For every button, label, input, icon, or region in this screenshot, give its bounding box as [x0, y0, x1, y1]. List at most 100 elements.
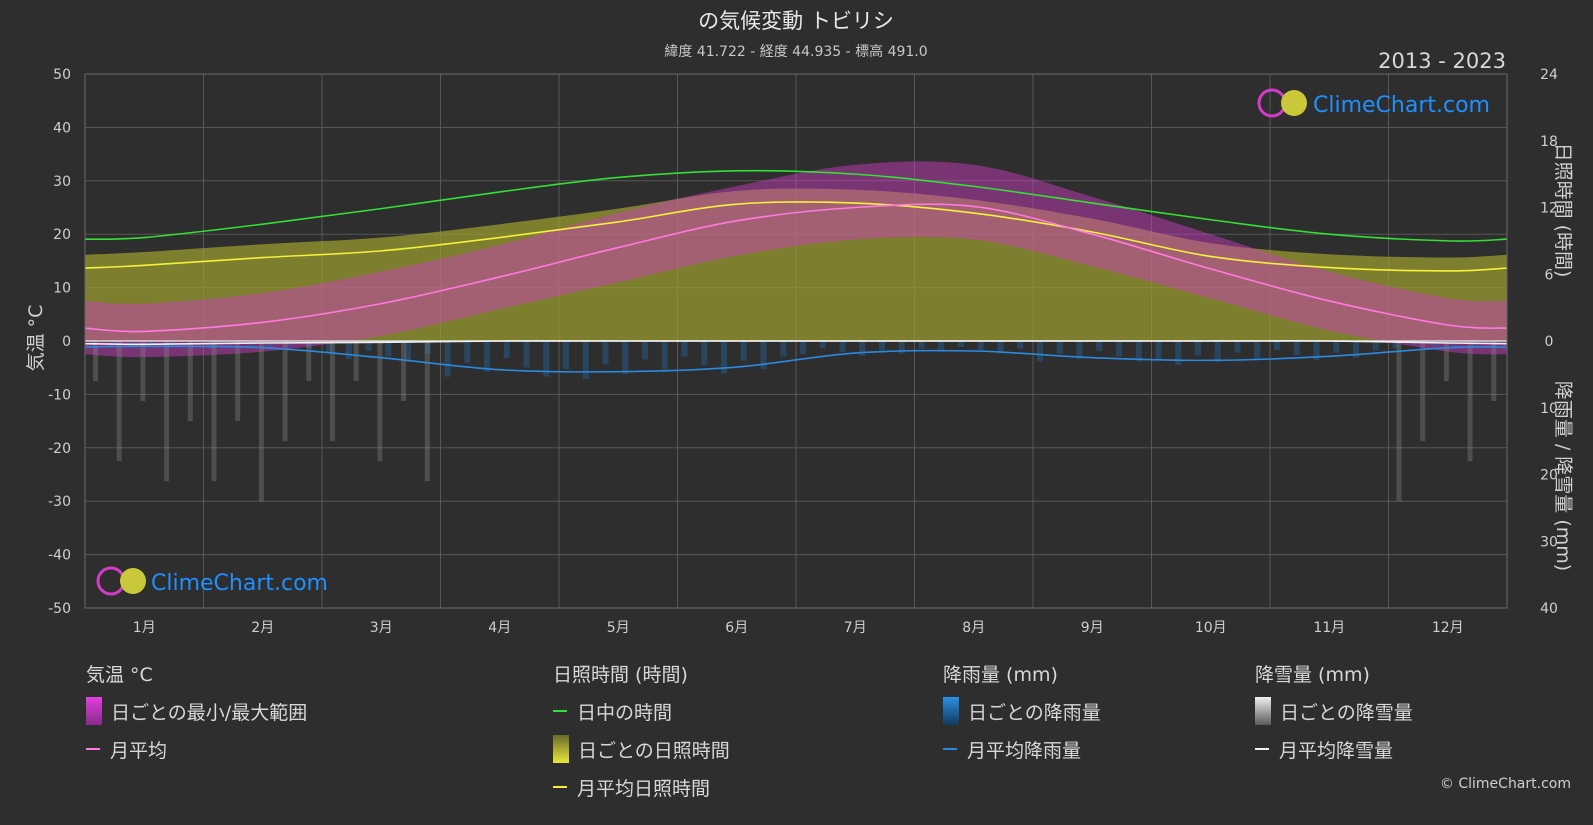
swatch-rain-avg: [943, 748, 957, 750]
month-label: 12月: [1432, 620, 1464, 636]
legend-item: 日中の時間: [553, 698, 730, 724]
rain-bar: [1293, 341, 1300, 356]
legend-label: 日ごとの降雨量: [968, 701, 1101, 724]
brand-logo-bottom: ClimeChart.com: [96, 566, 328, 596]
rain-bar: [681, 341, 688, 357]
daylight-line: [84, 169, 1508, 242]
right-bottom-tick-label: 30: [1540, 534, 1558, 550]
rain-bar: [898, 341, 905, 354]
snow-bar: [330, 341, 335, 442]
rain-bar: [1155, 341, 1162, 359]
rain-bar: [1313, 341, 1320, 361]
legend-item: 日ごとの日照時間: [553, 735, 730, 763]
rain-bar: [819, 341, 826, 349]
month-label: 6月: [725, 620, 748, 636]
legend-heading: 降雪量 (mm): [1255, 664, 1370, 686]
rain-bar: [918, 341, 925, 349]
rain-bar: [503, 341, 510, 359]
legend-label: 月平均降雪量: [1279, 739, 1394, 762]
rain-bar: [701, 341, 708, 365]
legend-item: 月平均日照時間: [553, 774, 730, 800]
rain-bar: [1274, 341, 1280, 351]
swatch-rain-daily: [943, 697, 959, 725]
legend-label: 日ごとの最小/最大範囲: [111, 701, 308, 724]
rain-bar: [345, 341, 352, 360]
rain-bar: [326, 341, 332, 354]
month-label: 1月: [133, 620, 156, 636]
right-top-axis-label: 日照時間 (時間): [1552, 143, 1574, 278]
right-bottom-tick-label: 40: [1540, 601, 1558, 617]
rain-bar: [622, 341, 629, 375]
copyright: © ClimeChart.com: [1439, 776, 1571, 792]
rain-bar: [800, 341, 806, 354]
month-label: 11月: [1313, 620, 1345, 636]
rain-bar: [464, 341, 471, 363]
rain-bar: [424, 341, 431, 354]
left-tick-label: 20: [53, 227, 71, 243]
rain-bar: [385, 341, 392, 357]
left-tick-label: -50: [48, 601, 71, 617]
rain-bar: [1096, 341, 1103, 352]
data-bands: [85, 161, 1507, 502]
rain-bar: [1076, 341, 1083, 360]
left-tick-label: 50: [53, 67, 71, 83]
rain-bar: [1195, 341, 1201, 356]
legend-label: 月平均: [110, 739, 168, 762]
rain-bar: [859, 341, 866, 356]
rain-bar: [187, 341, 194, 345]
rain-bar: [89, 341, 95, 345]
snow-bar: [93, 341, 98, 382]
left-tick-label: -10: [48, 387, 71, 403]
rain-bar: [1432, 341, 1438, 348]
legend-label: 日ごとの日照時間: [578, 739, 730, 762]
snow-bar: [164, 341, 170, 482]
rain-bar: [879, 341, 885, 351]
legend-label: 日ごとの降雪量: [1280, 701, 1413, 724]
snow-bar: [258, 341, 264, 502]
rain-bar: [1116, 341, 1122, 357]
swatch-snow-daily: [1255, 697, 1271, 725]
rain-avg-line: [84, 345, 1508, 373]
temp-range-area: [85, 161, 1507, 358]
legend-label: 月平均降雨量: [967, 739, 1082, 762]
swatch-snow-avg: [1255, 748, 1269, 750]
snow-bar: [1443, 341, 1449, 382]
left-tick-label: -30: [48, 494, 71, 510]
rain-bar: [563, 341, 569, 370]
snow-bar: [116, 341, 122, 462]
swatch-temp-avg: [86, 748, 100, 750]
axes: 50 40 30 20 10 0 -10 -20 -30 -40 -50 24 18 12 6 0 10 20 30…: [48, 67, 1558, 636]
rain-bar: [1333, 341, 1340, 353]
month-label: 9月: [1081, 620, 1104, 636]
month-label: 10月: [1195, 620, 1227, 636]
snow-bar: [235, 341, 241, 422]
left-axis-label: 気温 °C: [25, 305, 47, 372]
left-tick-label: 0: [62, 334, 71, 350]
legend: 気温 °C 日ごとの最小/最大範囲 月平均 日照時間 (時間) 日中の時間 日ご…: [0, 660, 1593, 810]
left-tick-label: -40: [48, 548, 71, 564]
snow-bar: [140, 341, 146, 402]
rain-bar: [1392, 341, 1399, 349]
logo-sun-icon: [1281, 90, 1307, 116]
right-top-tick-label: 24: [1540, 67, 1558, 83]
month-label: 4月: [488, 620, 511, 636]
legend-rain: 降雨量 (mm) 日ごとの降雨量 月平均降雨量: [943, 660, 1101, 774]
rain-bar: [1017, 341, 1024, 349]
snow-bar: [187, 341, 193, 422]
rain-bar: [1491, 341, 1498, 349]
rain-bar: [721, 341, 727, 374]
left-tick-label: 30: [53, 174, 71, 190]
period-label: 2013 - 2023: [1378, 49, 1506, 73]
snow-bar: [1491, 341, 1497, 402]
brand-text-top: ClimeChart.com: [1313, 93, 1490, 118]
legend-sunshine: 日照時間 (時間) 日中の時間 日ごとの日照時間 月平均日照時間: [553, 660, 730, 812]
rain-bar: [740, 341, 747, 361]
daily-sunshine-area: [85, 188, 1507, 341]
right-top-tick-label: 18: [1540, 134, 1558, 150]
data-lines: [84, 169, 1508, 373]
rain-bar: [306, 341, 313, 349]
rain-bar: [1175, 341, 1182, 366]
chart-title: の気候変動 トビリシ: [698, 9, 894, 33]
rain-bar: [760, 341, 767, 370]
snow-bar: [401, 341, 407, 402]
